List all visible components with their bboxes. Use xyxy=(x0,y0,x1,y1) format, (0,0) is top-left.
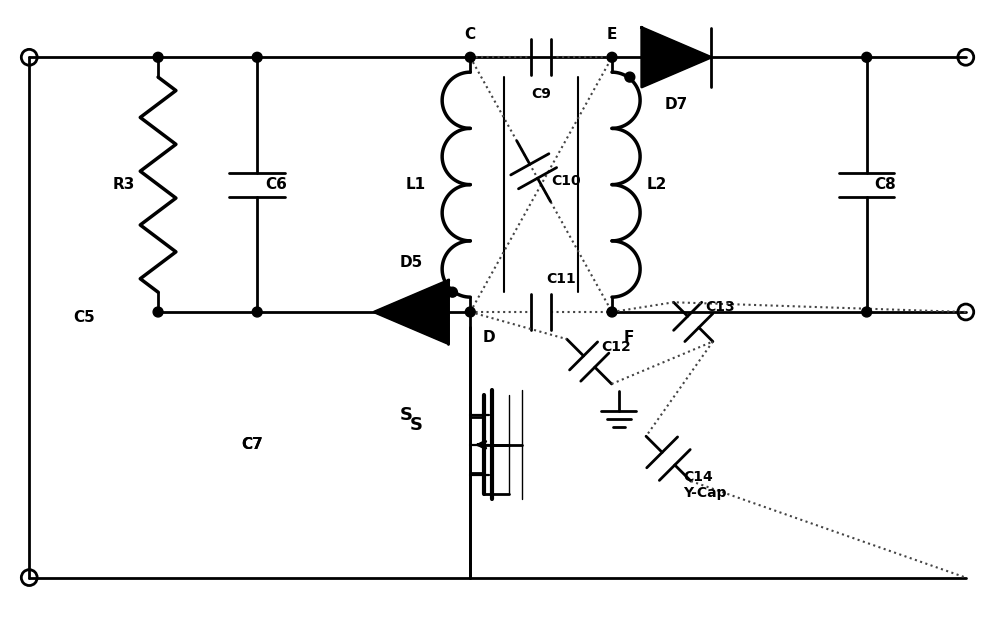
Text: C12: C12 xyxy=(601,340,631,354)
Text: C9: C9 xyxy=(531,87,551,101)
Circle shape xyxy=(607,307,617,317)
Circle shape xyxy=(465,52,475,62)
Text: S: S xyxy=(399,406,412,424)
Circle shape xyxy=(625,72,635,82)
Polygon shape xyxy=(374,281,448,344)
Text: F: F xyxy=(624,330,634,345)
Text: D7: D7 xyxy=(665,98,688,113)
Text: L2: L2 xyxy=(647,177,667,192)
Text: C7: C7 xyxy=(241,437,263,452)
Text: C: C xyxy=(465,27,476,42)
Text: D: D xyxy=(482,330,495,345)
Text: Y-Cap: Y-Cap xyxy=(683,486,727,500)
Text: C8: C8 xyxy=(875,177,896,192)
Text: C10: C10 xyxy=(552,174,581,188)
Text: C11: C11 xyxy=(546,272,576,286)
Circle shape xyxy=(465,307,475,317)
Circle shape xyxy=(607,52,617,62)
Circle shape xyxy=(252,52,262,62)
Circle shape xyxy=(252,307,262,317)
Text: R3: R3 xyxy=(112,177,135,192)
Text: C5: C5 xyxy=(73,310,95,325)
Text: C6: C6 xyxy=(265,177,287,192)
Text: C13: C13 xyxy=(705,300,735,314)
Circle shape xyxy=(862,52,872,62)
Text: D5: D5 xyxy=(400,255,423,270)
Circle shape xyxy=(153,307,163,317)
Text: L1: L1 xyxy=(406,177,426,192)
Circle shape xyxy=(447,287,457,297)
Text: C7: C7 xyxy=(241,437,263,452)
Circle shape xyxy=(862,307,872,317)
Polygon shape xyxy=(642,27,711,87)
Text: C14: C14 xyxy=(683,470,713,483)
Circle shape xyxy=(153,52,163,62)
Text: S: S xyxy=(409,416,422,434)
Text: E: E xyxy=(607,27,617,42)
